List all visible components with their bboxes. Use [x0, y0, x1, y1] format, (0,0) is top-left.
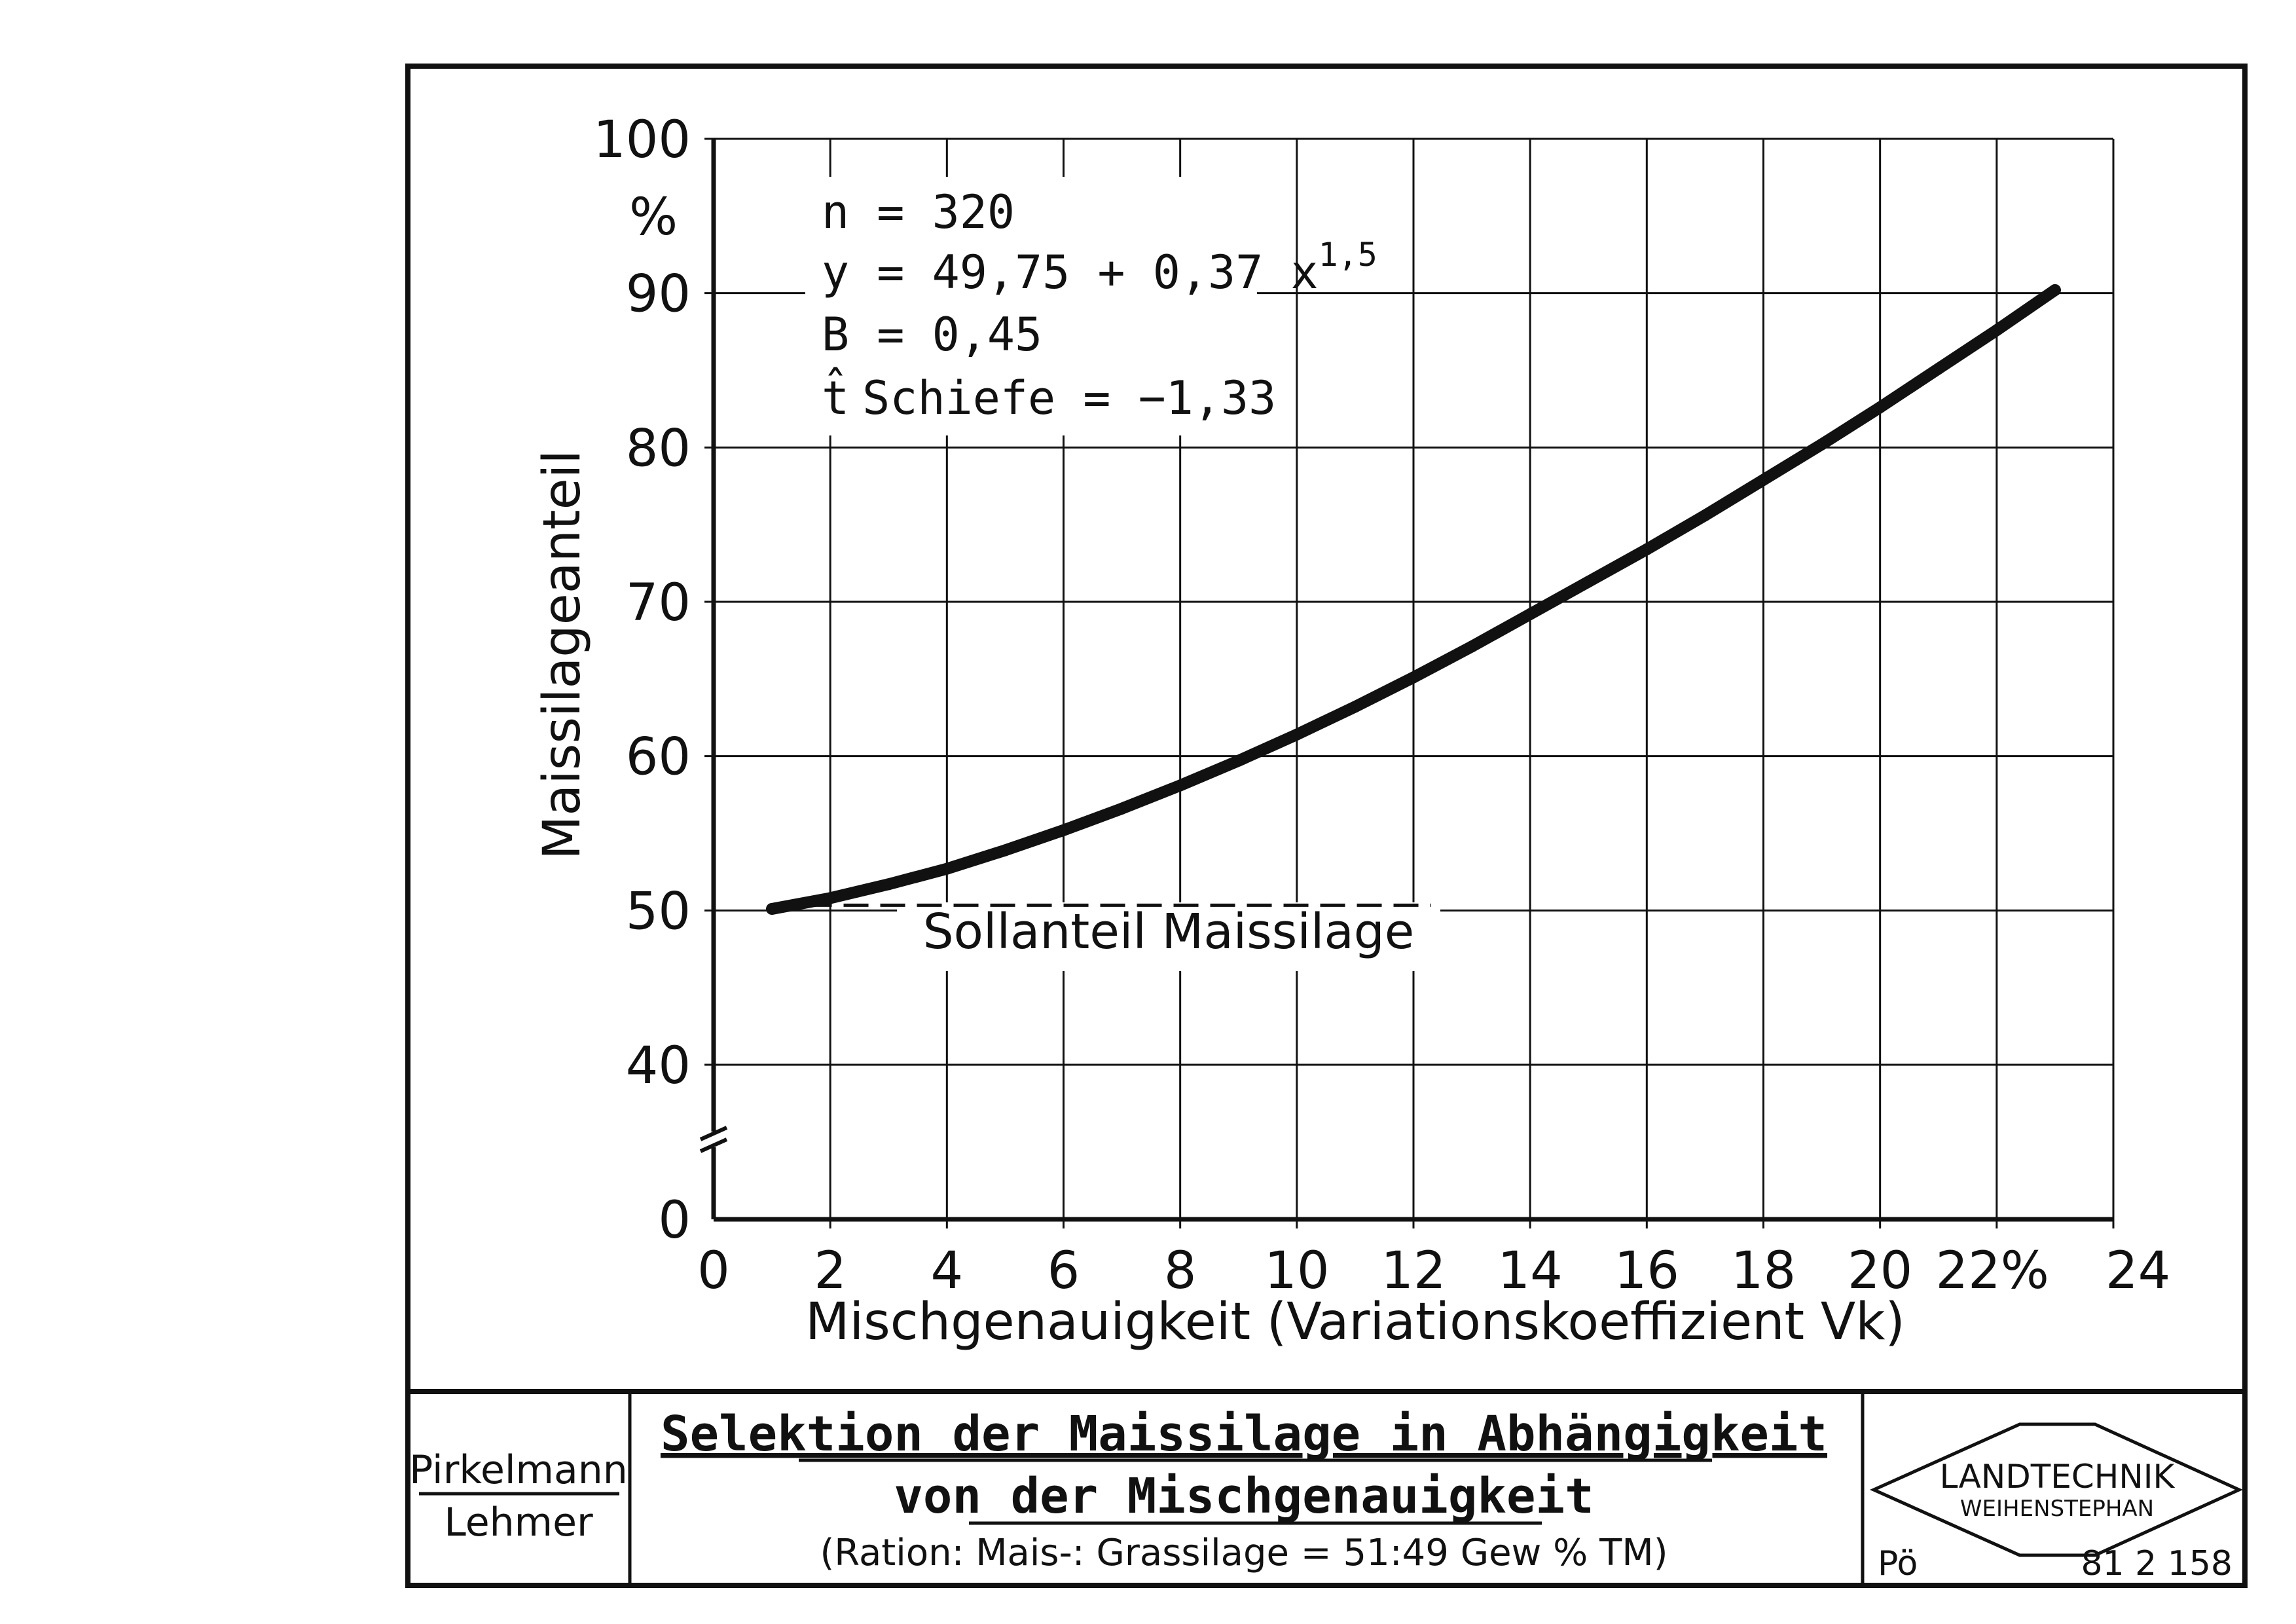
series-point — [1408, 671, 1419, 684]
x-tick-label-8: 8 — [1164, 1242, 1197, 1301]
landtechnik-logo: LANDTECHNIK WEIHENSTEPHAN Pö 81 2 158 — [1869, 1422, 2244, 1583]
axis-break-mark-2 — [699, 1137, 728, 1153]
series-point — [1990, 324, 2003, 337]
series-point — [1815, 438, 1828, 451]
stat-equation: y = 49,75 + 0,37 x1,5 — [822, 236, 1377, 299]
x-tick-label-16: 16 — [1614, 1242, 1679, 1301]
series-point — [766, 902, 778, 915]
stat-b: B = 0,45 — [822, 308, 1042, 361]
y-tick-label-50: 50 — [626, 882, 691, 941]
annotation-mask — [805, 177, 1257, 435]
series-point — [1932, 363, 1944, 375]
title-subtitle: (Ration: Mais-: Grassilage = 51:49 Gew %… — [820, 1532, 1667, 1574]
axes — [699, 139, 2113, 1222]
axis-break-mark-1 — [699, 1126, 728, 1141]
stat-n: n = 320 — [822, 185, 1015, 239]
series-point — [1349, 701, 1361, 713]
series-point — [1466, 640, 1478, 653]
title-line-2: von der Mischgenauigkeit — [894, 1468, 1594, 1524]
x-axis-label: Mischgenauigkeit (Variationskoeffizient … — [805, 1293, 1905, 1352]
data-series — [766, 284, 2061, 915]
y-tick-label-80: 80 — [626, 419, 691, 478]
x-tick-label-22: 22% — [1935, 1242, 2049, 1301]
stat-skew: t̂ Schiefe = −1,33 — [822, 367, 1276, 425]
series-point — [1699, 509, 1711, 522]
x-tick-label-2: 2 — [814, 1242, 847, 1301]
y-tick-label-0: 0 — [658, 1191, 691, 1250]
statistics-annotation: n = 320 y = 49,75 + 0,37 x1,5 B = 0,45 t… — [822, 185, 1377, 425]
series-point — [1582, 576, 1595, 588]
x-tick-label-20: 20 — [1848, 1242, 1912, 1301]
x-tick-label-0: 0 — [697, 1242, 730, 1301]
author-block: Pirkelmann Lehmer — [409, 1447, 628, 1545]
y-tick-label-70: 70 — [626, 574, 691, 633]
series-point — [1524, 608, 1537, 620]
title-area: Selektion der Maissilage in Abhängigkeit… — [661, 1406, 1827, 1574]
series-point — [1174, 779, 1186, 792]
author-2: Lehmer — [444, 1500, 593, 1545]
x-tick-label-14: 14 — [1498, 1242, 1563, 1301]
logo-top: LANDTECHNIK — [1940, 1458, 2176, 1496]
series-point — [1757, 473, 1770, 486]
x-tick-label-4: 4 — [931, 1242, 964, 1301]
x-tick-label-12: 12 — [1381, 1242, 1446, 1301]
reference-label-mask — [897, 902, 1440, 971]
y-tick-label-60: 60 — [626, 728, 691, 787]
reference-line-label: Sollanteil Maissilage — [923, 904, 1415, 960]
y-axis-label: Maissilageanteil — [533, 450, 592, 860]
series-point — [1232, 754, 1245, 767]
title-line-1: Selektion der Maissilage in Abhängigkeit — [661, 1406, 1827, 1462]
y-tick-label-40: 40 — [626, 1037, 691, 1096]
x-tick-label-24: 24 — [2105, 1242, 2170, 1301]
outer-frame — [405, 64, 2248, 1588]
x-tick-label-10: 10 — [1264, 1242, 1329, 1301]
x-tick-label-6: 6 — [1048, 1242, 1080, 1301]
series-point — [999, 844, 1011, 857]
series-point — [1116, 802, 1128, 815]
grid — [704, 138, 2115, 1228]
logo-diamond-icon — [1869, 1422, 2244, 1557]
drawing-number: 81 2 158 — [2081, 1544, 2232, 1583]
series-point — [1874, 401, 1886, 414]
y-tick-label-90: 90 — [626, 265, 691, 324]
x-tick-label-18: 18 — [1731, 1242, 1796, 1301]
y-axis-unit: % — [629, 188, 678, 247]
series-point — [824, 892, 837, 904]
series-point — [1641, 543, 1653, 555]
series-point — [1290, 728, 1303, 741]
series-point — [2049, 284, 2061, 296]
author-1: Pirkelmann — [409, 1447, 628, 1493]
logo-bottom: WEIHENSTEPHAN — [1960, 1496, 2154, 1522]
series-point — [883, 878, 895, 891]
drawer-initials: Pö — [1878, 1544, 1918, 1583]
series-point — [941, 862, 953, 875]
series-point — [1057, 824, 1070, 836]
y-tick-label-100: 100 — [593, 111, 691, 170]
